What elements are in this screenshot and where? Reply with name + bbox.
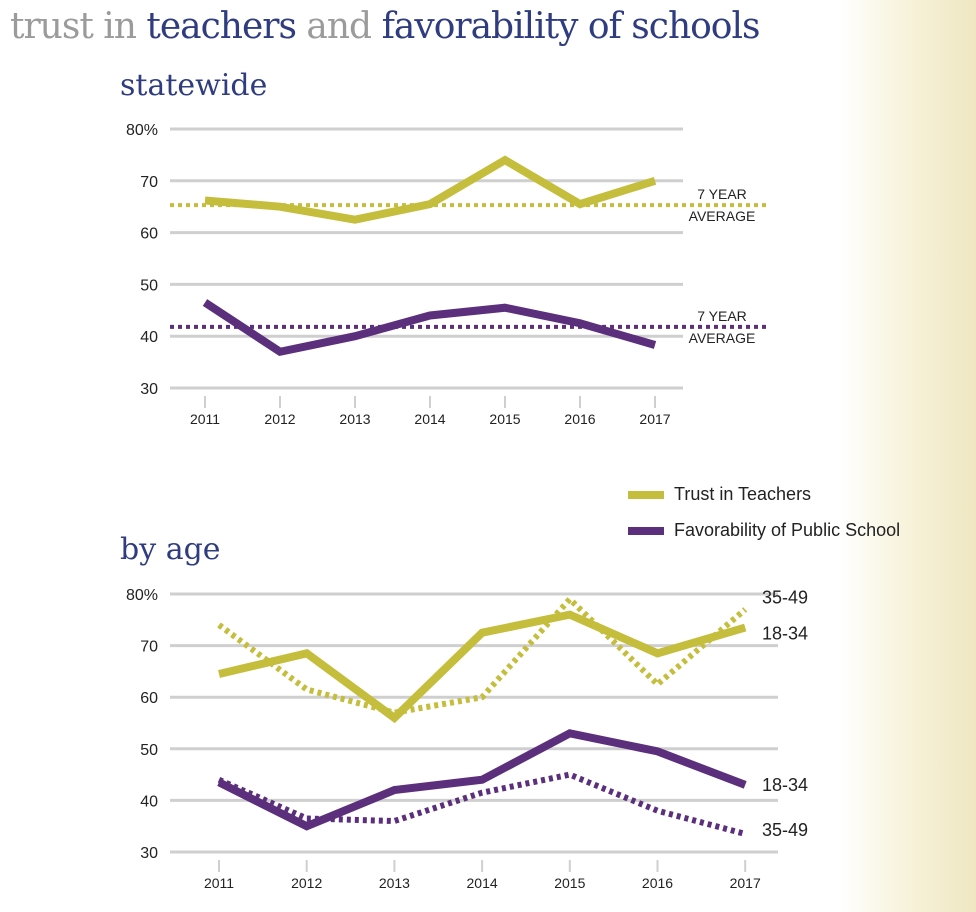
- x-tick-label: 2015: [489, 411, 520, 427]
- legend-swatch: [628, 526, 664, 535]
- average-label: 7 YEAR: [697, 308, 747, 324]
- series-end-label: 18-34: [762, 775, 808, 795]
- x-tick-label: 2015: [554, 875, 585, 891]
- x-tick-label: 2011: [190, 411, 220, 427]
- y-tick-label: 30: [140, 381, 158, 398]
- x-tick-label: 2017: [730, 875, 761, 891]
- x-tick-label: 2013: [339, 411, 370, 427]
- series-end-label: 18-34: [762, 624, 808, 644]
- y-tick-label: 70: [140, 174, 158, 191]
- y-tick-label: 50: [140, 742, 158, 759]
- title-part: trust in: [10, 6, 147, 47]
- average-label: AVERAGE: [689, 330, 756, 346]
- x-tick-label: 2014: [414, 411, 445, 427]
- chart-title-statewide: statewide: [120, 68, 268, 103]
- y-tick-label: 60: [140, 690, 158, 707]
- x-tick-label: 2016: [564, 411, 595, 427]
- title-part: teachers: [146, 6, 297, 47]
- legend-item-trust: Trust in Teachers: [628, 484, 811, 505]
- legend-label: Favorability of Public School: [674, 520, 901, 540]
- title-part: favorability of schools: [381, 6, 761, 47]
- legend-label: Trust in Teachers: [674, 484, 812, 504]
- x-tick-label: 2012: [291, 875, 322, 891]
- series-end-label: 35-49: [762, 820, 808, 840]
- x-tick-label: 2016: [642, 875, 673, 891]
- y-tick-label: 80%: [126, 587, 158, 604]
- y-tick-label: 30: [140, 845, 158, 862]
- x-tick-label: 2012: [264, 411, 295, 427]
- x-tick-label: 2017: [639, 411, 670, 427]
- y-tick-label: 40: [140, 793, 158, 810]
- y-tick-label: 50: [140, 277, 158, 294]
- average-label: 7 YEAR: [697, 186, 747, 202]
- series-line: [204, 155, 657, 224]
- series-end-label: 35-49: [762, 587, 808, 607]
- series-line: [218, 610, 747, 724]
- y-tick-label: 40: [140, 329, 158, 346]
- x-tick-label: 2014: [467, 875, 498, 891]
- legend-item-favor: Favorability of Public School: [628, 520, 900, 541]
- average-label: AVERAGE: [689, 208, 756, 224]
- y-tick-label: 70: [140, 639, 158, 656]
- x-tick-label: 2011: [204, 875, 234, 891]
- title-part: and: [295, 6, 382, 47]
- page-title: trust in teachers and favorability of sc…: [10, 6, 761, 47]
- legend-swatch: [628, 490, 664, 499]
- chart-title-by-age: by age: [120, 532, 221, 567]
- x-tick-label: 2013: [379, 875, 410, 891]
- y-tick-label: 60: [140, 226, 158, 243]
- y-tick-label: 80%: [126, 122, 158, 139]
